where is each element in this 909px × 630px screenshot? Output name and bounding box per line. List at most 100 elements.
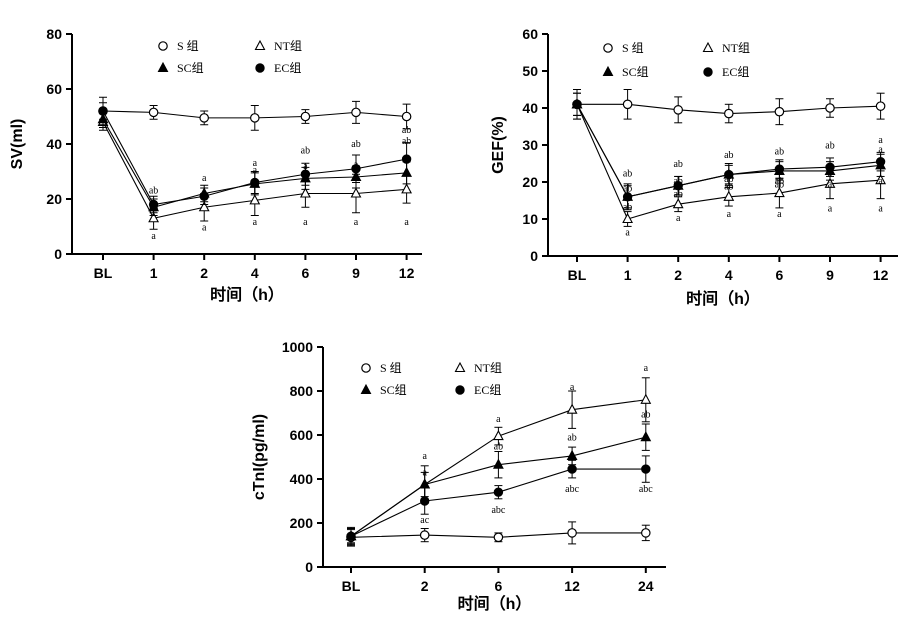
x-tick-label: 12 [873,267,889,283]
y-tick-label: 20 [522,174,538,190]
significance-label: a [727,209,732,220]
x-tick-label: 12 [564,578,580,594]
significance-label: a [644,363,649,374]
significance-label: a [878,176,883,187]
legend-marker [602,65,614,77]
significance-label: a [878,204,883,215]
legend-label: NT组 [722,41,750,55]
data-point [723,108,734,119]
legend-marker [702,41,714,53]
x-tick-label: 6 [302,265,310,281]
series-4 [346,455,651,546]
significance-label: a [496,414,501,425]
significance-label: a [151,231,156,242]
data-point [640,528,651,538]
significance-label: ab [351,139,360,150]
data-point [493,532,504,543]
significance-label: a [303,217,308,228]
data-point [724,169,734,180]
y-tick-label: 10 [522,211,538,227]
significance-label: a [676,213,681,224]
y-tick-label: 0 [305,559,313,575]
data-point [572,99,582,110]
data-point [148,199,159,210]
x-tick-label: 4 [725,267,733,283]
significance-label: ab [149,186,158,197]
data-point [824,177,836,188]
data-point [875,173,887,185]
legend-marker [603,43,613,53]
data-point [622,212,634,224]
significance-label: a [828,204,833,215]
data-point [148,212,160,223]
significance-label: a [828,168,833,179]
y-tick-label: 40 [522,100,538,116]
legend-label: SC组 [380,383,407,397]
legend-marker [158,41,168,51]
data-point [250,177,260,188]
data-point [622,192,633,202]
data-point [875,156,886,167]
y-tick-label: 600 [290,427,314,443]
significance-label: a [354,217,359,228]
legend: S 组 NT组 SC组 EC组 [360,361,502,397]
significance-label: a [253,217,258,228]
y-tick-label: 800 [290,383,314,399]
data-point [640,393,652,404]
data-point [300,169,311,179]
legend-label: S 组 [380,361,402,375]
significance-label: ab [402,125,411,136]
significance-label: ab [673,189,682,200]
y-tick-label: 20 [46,191,62,207]
legend-label: EC组 [722,65,749,79]
significance-label: ab [567,433,576,444]
x-tick-label: 2 [200,265,208,281]
x-axis-title: 时间（h） [210,285,284,304]
data-point [351,164,361,174]
series-1 [98,100,412,131]
y-tick-label: 50 [522,63,538,79]
series-1 [572,89,886,126]
data-point [875,101,886,111]
legend-label: EC组 [474,383,501,397]
data-point [420,496,430,506]
significance-label: a [878,144,883,155]
legend-marker [361,363,371,373]
significance-label: ab [724,150,733,161]
significance-label: ab [641,409,650,420]
x-tick-label: 9 [352,265,360,281]
y-tick-label: 40 [46,136,62,152]
data-point [672,198,684,209]
data-point [199,191,209,201]
data-point [774,164,785,174]
data-point [346,531,356,541]
significance-label: a [354,159,359,170]
data-point [419,530,430,540]
significance-label: a [570,382,575,393]
significance-label: a [422,451,427,462]
data-point [198,201,210,212]
legend-label: SC组 [622,65,649,79]
data-point [299,187,311,198]
series-4 [572,89,886,211]
data-point [148,107,159,118]
data-point [723,190,735,201]
significance-label: ab [623,183,632,194]
y-tick-label: 1000 [282,339,313,355]
significance-label: abc [565,484,579,495]
legend-marker [254,39,266,51]
data-point [640,431,652,442]
legend-label: EC组 [274,61,301,75]
y-axis-title: SV(ml) [9,119,26,170]
data-point [825,162,835,172]
significance-label: a [253,158,258,169]
legend-label: S 组 [622,41,644,55]
significance-label: ab [775,146,784,157]
legend-marker [454,361,466,373]
series-line [350,468,646,537]
legend-marker [360,383,372,395]
data-point [250,113,260,123]
